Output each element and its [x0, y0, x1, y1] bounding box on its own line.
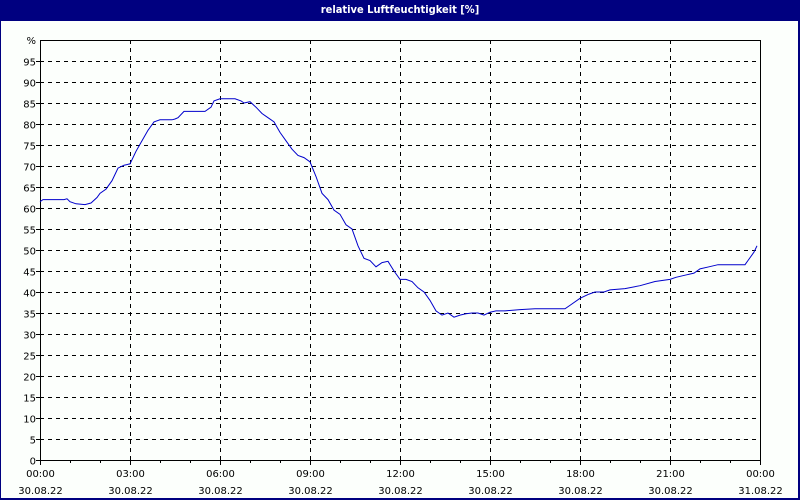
x-tick-time: 12:00 [386, 469, 415, 480]
y-tick-label: 40 [23, 289, 36, 300]
y-tick-label: 35 [23, 310, 36, 321]
chart-title: relative Luftfeuchtigkeit [%] [320, 3, 480, 16]
y-tick-label: 75 [23, 142, 36, 153]
grid-lines [40, 40, 760, 460]
y-tick-label: 25 [23, 352, 36, 363]
x-tick-date: 30.08.22 [288, 486, 333, 497]
y-tick-label: 30 [23, 331, 36, 342]
y-tick-label: 50 [23, 247, 36, 258]
y-tick-label: 15 [23, 394, 36, 405]
x-tick-time: 06:00 [206, 469, 235, 480]
y-axis-labels: 0 5 10 15 20 25 30 35 40 45 50 55 60 65 70 75 80 85 90 95% [23, 36, 36, 468]
x-tick-date: 30.08.22 [648, 486, 693, 497]
y-tick-label: 80 [23, 121, 36, 132]
x-tick-time: 21:00 [656, 469, 685, 480]
y-tick-label: 70 [23, 163, 36, 174]
x-tick-time: 00:00 [26, 469, 55, 480]
x-tick-time: 09:00 [296, 469, 325, 480]
plot-frame [40, 40, 761, 461]
y-tick-label: 85 [23, 100, 36, 111]
x-tick-date: 30.08.22 [18, 486, 63, 497]
y-tick-label: 5 [30, 436, 36, 447]
y-tick-label: 90 [23, 79, 36, 90]
y-tick-label: 55 [23, 226, 36, 237]
y-tick-label: 10 [23, 415, 36, 426]
y-tick-label: 20 [23, 373, 36, 384]
x-tick-date: 30.08.22 [198, 486, 243, 497]
y-tick-label: 45 [23, 268, 36, 279]
x-tick-date: 30.08.22 [108, 486, 153, 497]
y-tick-label: 60 [23, 205, 36, 216]
x-tick-date: 31.08.22 [738, 486, 783, 497]
y-tick-label: 0 [30, 457, 36, 468]
x-tick-date: 30.08.22 [378, 486, 423, 497]
axes [36, 40, 761, 465]
x-tick-date: 30.08.22 [558, 486, 603, 497]
x-axis-labels: 00:00 30.08.22 03:00 30.08.22 06:00 30.08.22 0… [18, 469, 783, 497]
y-tick-label: 95 [23, 58, 36, 69]
x-tick-time: 15:00 [476, 469, 505, 480]
x-tick-time: 00:00 [746, 469, 775, 480]
humidity-series-line [39, 98, 758, 318]
y-tick-label: 65 [23, 184, 36, 195]
x-tick-time: 18:00 [566, 469, 595, 480]
x-tick-time: 03:00 [116, 469, 145, 480]
y-unit-label: % [26, 36, 36, 47]
x-tick-date: 30.08.22 [468, 486, 513, 497]
